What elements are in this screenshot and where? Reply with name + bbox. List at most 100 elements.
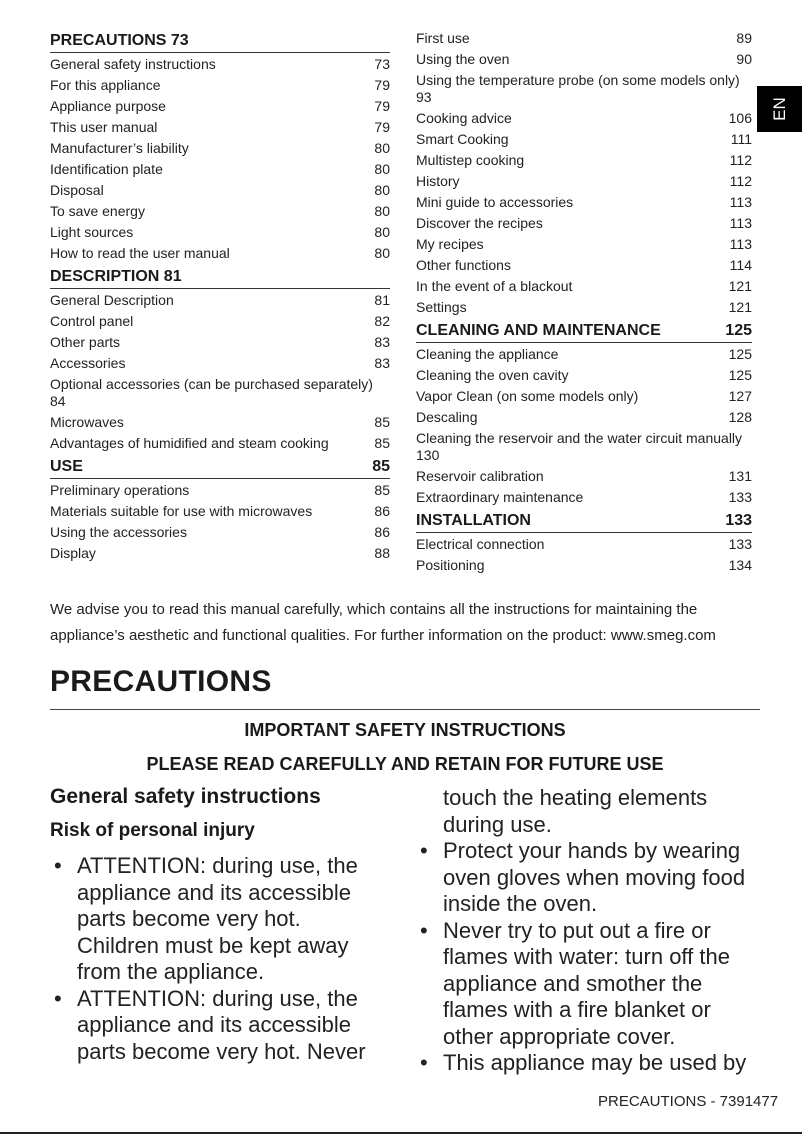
toc-label: First use <box>416 30 470 46</box>
toc-label: CLEANING AND MAINTENANCE <box>416 322 661 339</box>
toc-entry[interactable]: Using the temperature probe (on some mod… <box>416 70 752 108</box>
toc-page-number: 133 <box>725 512 752 529</box>
toc-page-number: 128 <box>728 409 752 425</box>
toc-label: Accessories <box>50 355 126 371</box>
toc-page-number: 83 <box>374 334 390 350</box>
toc-entry[interactable]: History 112 <box>416 171 752 192</box>
toc-label: History <box>416 173 460 189</box>
toc-entry[interactable]: General Description 81 <box>50 290 390 311</box>
bullet-item: Never try to put out a fire or flames wi… <box>416 918 756 1051</box>
toc-page-number: 93 <box>416 89 432 105</box>
toc-page-number: 112 <box>729 173 752 189</box>
language-tab: EN <box>757 86 802 132</box>
retain-heading: PLEASE READ CAREFULLY AND RETAIN FOR FUT… <box>146 754 664 774</box>
toc-page-number: 113 <box>729 236 752 252</box>
toc-label: Optional accessories (can be purchased s… <box>50 376 373 392</box>
toc-label: Cleaning the appliance <box>416 346 559 362</box>
toc-entry[interactable]: Using the accessories 86 <box>50 522 390 543</box>
toc-entry[interactable]: Using the oven 90 <box>416 49 752 70</box>
toc-section-heading[interactable]: USE 85 <box>50 454 390 479</box>
toc-label: Appliance purpose <box>50 98 166 114</box>
toc-entry[interactable]: Cleaning the oven cavity 125 <box>416 365 752 386</box>
toc-page-number: 134 <box>728 557 752 573</box>
toc-page-number: 85 <box>372 458 390 475</box>
toc-page-number: 80 <box>374 161 390 177</box>
toc-label: Settings <box>416 299 467 315</box>
toc-label: How to read the user manual <box>50 245 230 261</box>
toc-entry[interactable]: Other parts 83 <box>50 332 390 353</box>
toc-label: Cleaning the reservoir and the water cir… <box>416 430 743 446</box>
toc-entry[interactable]: This user manual 79 <box>50 117 390 138</box>
toc-entry[interactable]: In the event of a blackout 121 <box>416 276 752 297</box>
toc-entry[interactable]: Control panel 82 <box>50 311 390 332</box>
toc-page-number: 121 <box>728 299 752 315</box>
toc-label: Other parts <box>50 334 121 350</box>
toc-entry[interactable]: Extraordinary maintenance 133 <box>416 487 752 508</box>
toc-entry[interactable]: First use 89 <box>416 28 752 49</box>
toc-label: Identification plate <box>50 161 163 177</box>
toc-entry[interactable]: Disposal 80 <box>50 180 390 201</box>
toc-entry[interactable]: Preliminary operations 85 <box>50 480 390 501</box>
toc-entry[interactable]: Mini guide to accessories 113 <box>416 192 752 213</box>
toc-page-number: 131 <box>728 468 752 484</box>
toc-entry[interactable]: Multistep cooking 112 <box>416 150 752 171</box>
toc-page-number: 86 <box>374 503 390 519</box>
intro-paragraph: We advise you to read this manual carefu… <box>50 601 716 644</box>
toc-entry[interactable]: Cleaning the appliance 125 <box>416 344 752 365</box>
toc-entry[interactable]: Other functions 114 <box>416 255 752 276</box>
bullet-list-right: touch the heating elements during use.Pr… <box>416 785 756 1077</box>
toc-entry[interactable]: Cooking advice 106 <box>416 108 752 129</box>
toc-entry[interactable]: Reservoir calibration 131 <box>416 466 752 487</box>
toc-entry[interactable]: Electrical connection 133 <box>416 534 752 555</box>
language-label: EN <box>769 97 789 121</box>
toc-label: Using the accessories <box>50 524 187 540</box>
toc-label: Reservoir calibration <box>416 468 544 484</box>
toc-entry[interactable]: Light sources 80 <box>50 222 390 243</box>
toc-entry[interactable]: General safety instructions 73 <box>50 54 390 75</box>
toc-label: Advantages of humidified and steam cooki… <box>50 435 329 451</box>
toc-entry[interactable]: Settings 121 <box>416 297 752 318</box>
toc-entry[interactable]: Advantages of humidified and steam cooki… <box>50 433 390 454</box>
toc-page-number: 114 <box>729 257 752 273</box>
toc-page-number: 88 <box>374 545 390 561</box>
toc-entry[interactable]: Smart Cooking 111 <box>416 129 752 150</box>
toc-entry[interactable]: Vapor Clean (on some models only) 127 <box>416 386 752 407</box>
toc-page-number: 73 <box>374 56 390 72</box>
toc-entry[interactable]: To save energy 80 <box>50 201 390 222</box>
toc-right-column: First use 89 Using the oven 90 Using the tem… <box>416 28 752 576</box>
toc-label: Light sources <box>50 224 134 240</box>
toc-page-number: 85 <box>374 414 390 430</box>
toc-page-number: 125 <box>728 346 752 362</box>
toc-entry[interactable]: Positioning 134 <box>416 555 752 576</box>
toc-page-number: 113 <box>729 215 752 231</box>
toc-section-heading[interactable]: DESCRIPTION 81 <box>50 264 390 289</box>
toc-entry[interactable]: Appliance purpose 79 <box>50 96 390 117</box>
toc-entry[interactable]: Identification plate 80 <box>50 159 390 180</box>
toc-label: This user manual <box>50 119 158 135</box>
toc-entry[interactable]: Materials suitable for use with microwav… <box>50 501 390 522</box>
toc-entry[interactable]: Descaling 128 <box>416 407 752 428</box>
toc-page-number: 81 <box>374 292 390 308</box>
bullet-item: touch the heating elements during use. <box>443 785 708 837</box>
toc-page-number: 79 <box>374 77 390 93</box>
toc-page-number: 127 <box>728 388 752 404</box>
toc-page-number: 80 <box>374 245 390 261</box>
toc-entry[interactable]: My recipes 113 <box>416 234 752 255</box>
toc-label: Electrical connection <box>416 536 545 552</box>
toc-entry[interactable]: Manufacturer’s liability 80 <box>50 138 390 159</box>
bullet-list-left: ATTENTION: during use, the appliance and… <box>50 853 380 1065</box>
toc-entry[interactable]: Display 88 <box>50 543 390 564</box>
toc-label: PRECAUTIONS 73 <box>50 32 189 49</box>
toc-entry[interactable]: Accessories 83 <box>50 353 390 374</box>
toc-page-number: 80 <box>374 140 390 156</box>
toc-entry[interactable]: Discover the recipes 113 <box>416 213 752 234</box>
toc-entry[interactable]: Cleaning the reservoir and the water cir… <box>416 428 752 466</box>
toc-entry[interactable]: For this appliance 79 <box>50 75 390 96</box>
toc-section-heading[interactable]: CLEANING AND MAINTENANCE 125 <box>416 318 752 343</box>
toc-section-heading[interactable]: PRECAUTIONS 73 <box>50 28 390 53</box>
page-title: PRECAUTIONS <box>50 665 272 698</box>
toc-section-heading[interactable]: INSTALLATION 133 <box>416 508 752 533</box>
toc-entry[interactable]: Microwaves 85 <box>50 412 390 433</box>
toc-entry[interactable]: Optional accessories (can be purchased s… <box>50 374 390 412</box>
toc-entry[interactable]: How to read the user manual 80 <box>50 243 390 264</box>
